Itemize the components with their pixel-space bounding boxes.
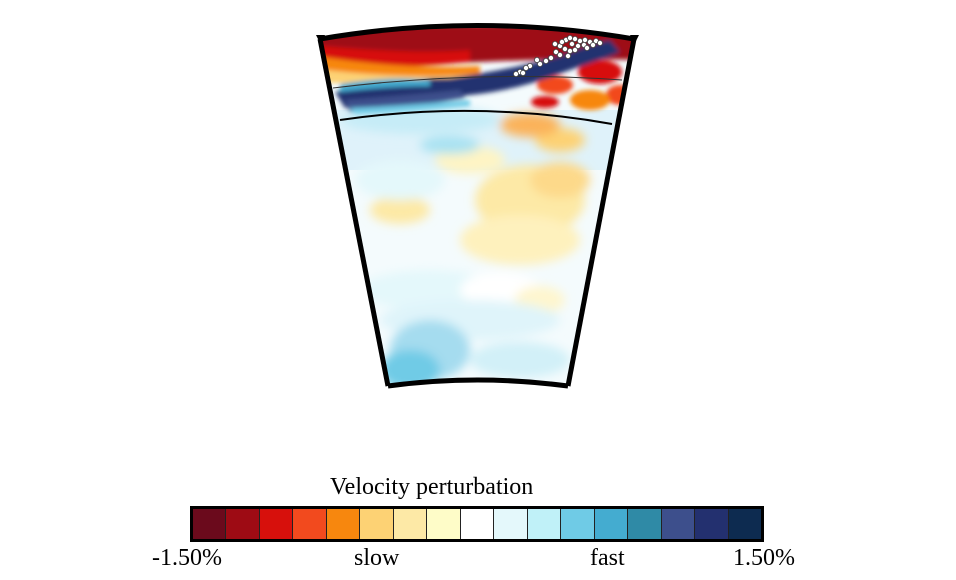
left-edge [317, 38, 391, 387]
event-marker [520, 70, 527, 77]
event-marker [590, 42, 597, 49]
event-marker [513, 71, 520, 78]
event-marker [553, 49, 560, 56]
event-marker [569, 41, 576, 48]
colorbar-swatch [628, 509, 662, 539]
event-marker [534, 57, 541, 64]
event-marker [565, 53, 572, 60]
colorbar-swatch [193, 509, 227, 539]
discontinuity-line [332, 75, 623, 89]
colorbar-swatch [427, 509, 461, 539]
colorbar-swatch [326, 509, 361, 539]
bottom-arc [387, 377, 569, 389]
colorbar-swatch [661, 509, 696, 539]
right-edge [565, 38, 637, 387]
colorbar-title: Velocity perturbation [330, 474, 534, 500]
event-markers [513, 35, 604, 78]
event-marker [548, 55, 555, 62]
colorbar-max-label: 1.50% [733, 545, 795, 571]
event-marker [537, 61, 544, 68]
event-marker [552, 41, 559, 48]
event-marker [559, 39, 566, 46]
colorbar-swatch [293, 509, 327, 539]
colorbar-fast-label: fast [590, 545, 625, 571]
event-marker [543, 58, 550, 65]
colorbar-swatch [527, 509, 562, 539]
station-marker-right [630, 35, 639, 44]
event-marker [567, 35, 574, 42]
event-marker [572, 36, 579, 43]
event-marker [584, 45, 591, 52]
event-marker [523, 65, 530, 72]
colorbar-swatch [494, 509, 528, 539]
colorbar [190, 506, 764, 542]
colorbar-swatch [393, 509, 428, 539]
event-marker [577, 38, 584, 45]
colorbar-swatch [594, 509, 629, 539]
event-marker [557, 52, 564, 59]
discontinuity-line-660 [339, 109, 613, 125]
event-marker [582, 37, 589, 44]
event-marker [575, 43, 582, 50]
surface-arc [319, 23, 635, 42]
colorbar-swatch [561, 509, 595, 539]
colorbar-swatch [360, 509, 394, 539]
event-marker [567, 48, 574, 55]
event-marker [572, 47, 579, 54]
colorbar-slow-label: slow [354, 545, 400, 571]
colorbar-swatch [460, 509, 495, 539]
event-marker [597, 40, 604, 47]
colorbar-swatch [695, 509, 729, 539]
colorbar-min-label: -1.50% [152, 545, 222, 571]
colorbar-swatch [226, 509, 260, 539]
colorbar-swatch [259, 509, 294, 539]
station-marker-left [316, 35, 325, 44]
colorbar-swatch [728, 509, 761, 539]
event-marker [562, 46, 569, 53]
